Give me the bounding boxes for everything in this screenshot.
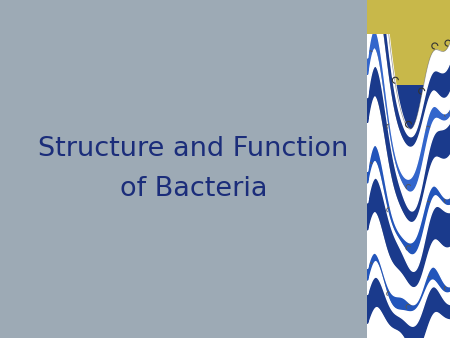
Bar (367, 84, 450, 338)
Text: Structure and Function
of Bacteria: Structure and Function of Bacteria (38, 137, 349, 201)
Bar (367, 0, 450, 125)
Bar (367, 0, 450, 34)
